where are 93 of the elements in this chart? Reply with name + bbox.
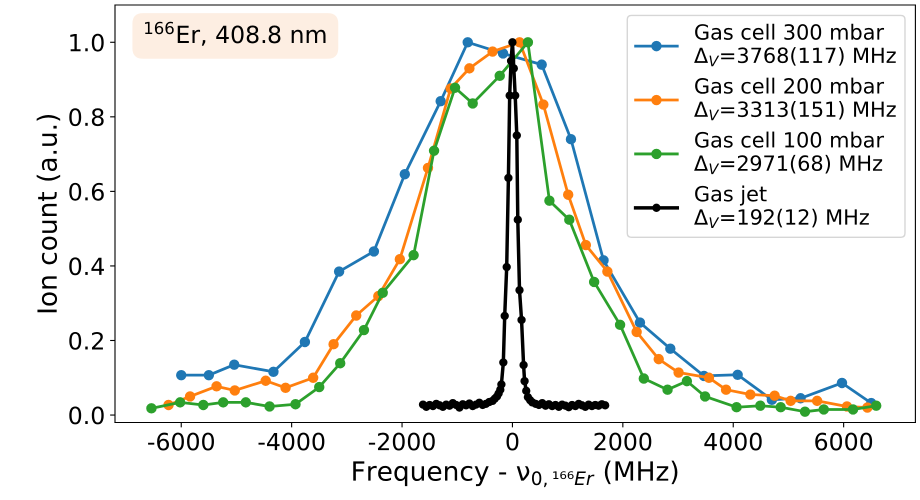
point: [204, 370, 214, 380]
point: [335, 358, 346, 368]
point: [394, 254, 406, 264]
point: [536, 59, 547, 70]
x-tick-label: 0: [506, 432, 518, 450]
x-tick-label: -6000: [148, 432, 214, 450]
point: [198, 400, 209, 410]
point: [631, 326, 642, 338]
point: [146, 403, 157, 414]
point: [174, 397, 186, 408]
point: [836, 378, 848, 388]
point: [368, 246, 380, 257]
x-tick-label: 4000: [704, 432, 762, 450]
point: [229, 360, 240, 370]
point: [464, 63, 475, 74]
legend-label: Gas jet Δ$_{V}$=192(12) MHz: [694, 185, 869, 228]
point: [812, 396, 822, 406]
point: [818, 404, 829, 415]
point: [487, 46, 498, 57]
point: [230, 385, 240, 396]
point: [848, 404, 858, 415]
point: [562, 190, 574, 200]
legend-label: Gas cell 200 mbar Δ$_{V}$=3313(151) MHz: [694, 78, 896, 120]
legend-label: Gas cell 100 mbar Δ$_{V}$=2971(68) MHz: [694, 132, 884, 174]
point: [564, 214, 575, 225]
point: [665, 343, 676, 354]
y-tick-label: 0.6: [69, 182, 104, 201]
point: [184, 391, 196, 402]
point: [720, 384, 732, 395]
y-tick-label: 0.8: [69, 108, 104, 126]
point: [769, 390, 780, 401]
point: [538, 99, 549, 110]
point: [673, 367, 684, 378]
point: [785, 396, 796, 406]
annotation: $^{166}$Er, 408.8 nm: [145, 22, 326, 46]
point: [314, 382, 324, 392]
point: [351, 310, 362, 321]
point: [566, 134, 576, 144]
point: [745, 389, 756, 400]
y-tick-label: 0.4: [69, 257, 104, 276]
point: [638, 373, 650, 384]
point: [300, 336, 310, 348]
y-tick-label: 0.2: [69, 332, 103, 350]
point: [211, 381, 222, 392]
point: [654, 354, 664, 364]
y-tick-label: 1.0: [70, 34, 104, 52]
point: [544, 195, 555, 206]
x-tick-label: 2000: [594, 432, 652, 450]
y-axis-title: Ion count (a.u.): [36, 114, 60, 312]
point: [614, 320, 626, 330]
point: [580, 240, 592, 250]
point: [462, 37, 473, 48]
point: [704, 372, 714, 383]
point: [308, 372, 318, 383]
point: [755, 400, 766, 411]
x-tick-label: -2000: [368, 432, 435, 450]
point: [871, 400, 882, 411]
point: [218, 397, 228, 408]
point: [264, 401, 275, 412]
point: [290, 399, 301, 410]
point: [494, 70, 505, 82]
point: [467, 98, 478, 109]
point: [682, 376, 692, 386]
point: [358, 324, 370, 336]
point: [408, 250, 419, 260]
point: [334, 266, 344, 277]
y-tick-label: 0.0: [69, 406, 104, 424]
x-axis-title: Frequency - ν$_{0,¹⁶⁶Er}$ (MHz): [353, 460, 678, 488]
point: [634, 317, 646, 328]
point: [588, 276, 600, 288]
point: [731, 402, 742, 412]
point: [268, 366, 279, 378]
point: [176, 370, 186, 380]
point: [662, 384, 673, 395]
point: [602, 266, 613, 277]
point: [428, 146, 440, 156]
x-tick-label: -4000: [258, 432, 324, 450]
point: [240, 397, 252, 408]
point: [800, 406, 810, 417]
point: [700, 391, 710, 402]
point: [378, 288, 388, 298]
point: [328, 339, 339, 350]
point: [522, 37, 534, 48]
legend-label: Gas cell 300 mbar Δ$_{V}$=3768(117) MHz: [694, 24, 896, 66]
point: [400, 169, 410, 180]
point: [260, 376, 271, 386]
point: [450, 82, 460, 93]
point: [435, 96, 446, 106]
x-tick-label: 6000: [815, 432, 872, 450]
point: [498, 48, 508, 59]
point: [280, 382, 291, 394]
point: [732, 370, 743, 380]
point: [776, 402, 786, 412]
